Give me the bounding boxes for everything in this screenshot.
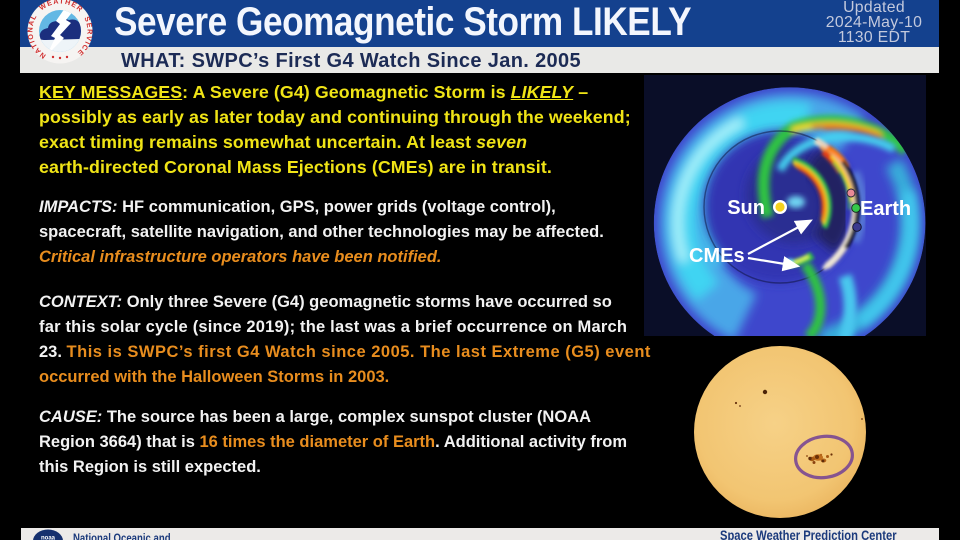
svg-text:Earth: Earth [860, 198, 911, 220]
svg-text:CMEs: CMEs [689, 245, 745, 267]
svg-text:Sun: Sun [727, 197, 765, 219]
svg-text:noaa: noaa [41, 536, 56, 540]
